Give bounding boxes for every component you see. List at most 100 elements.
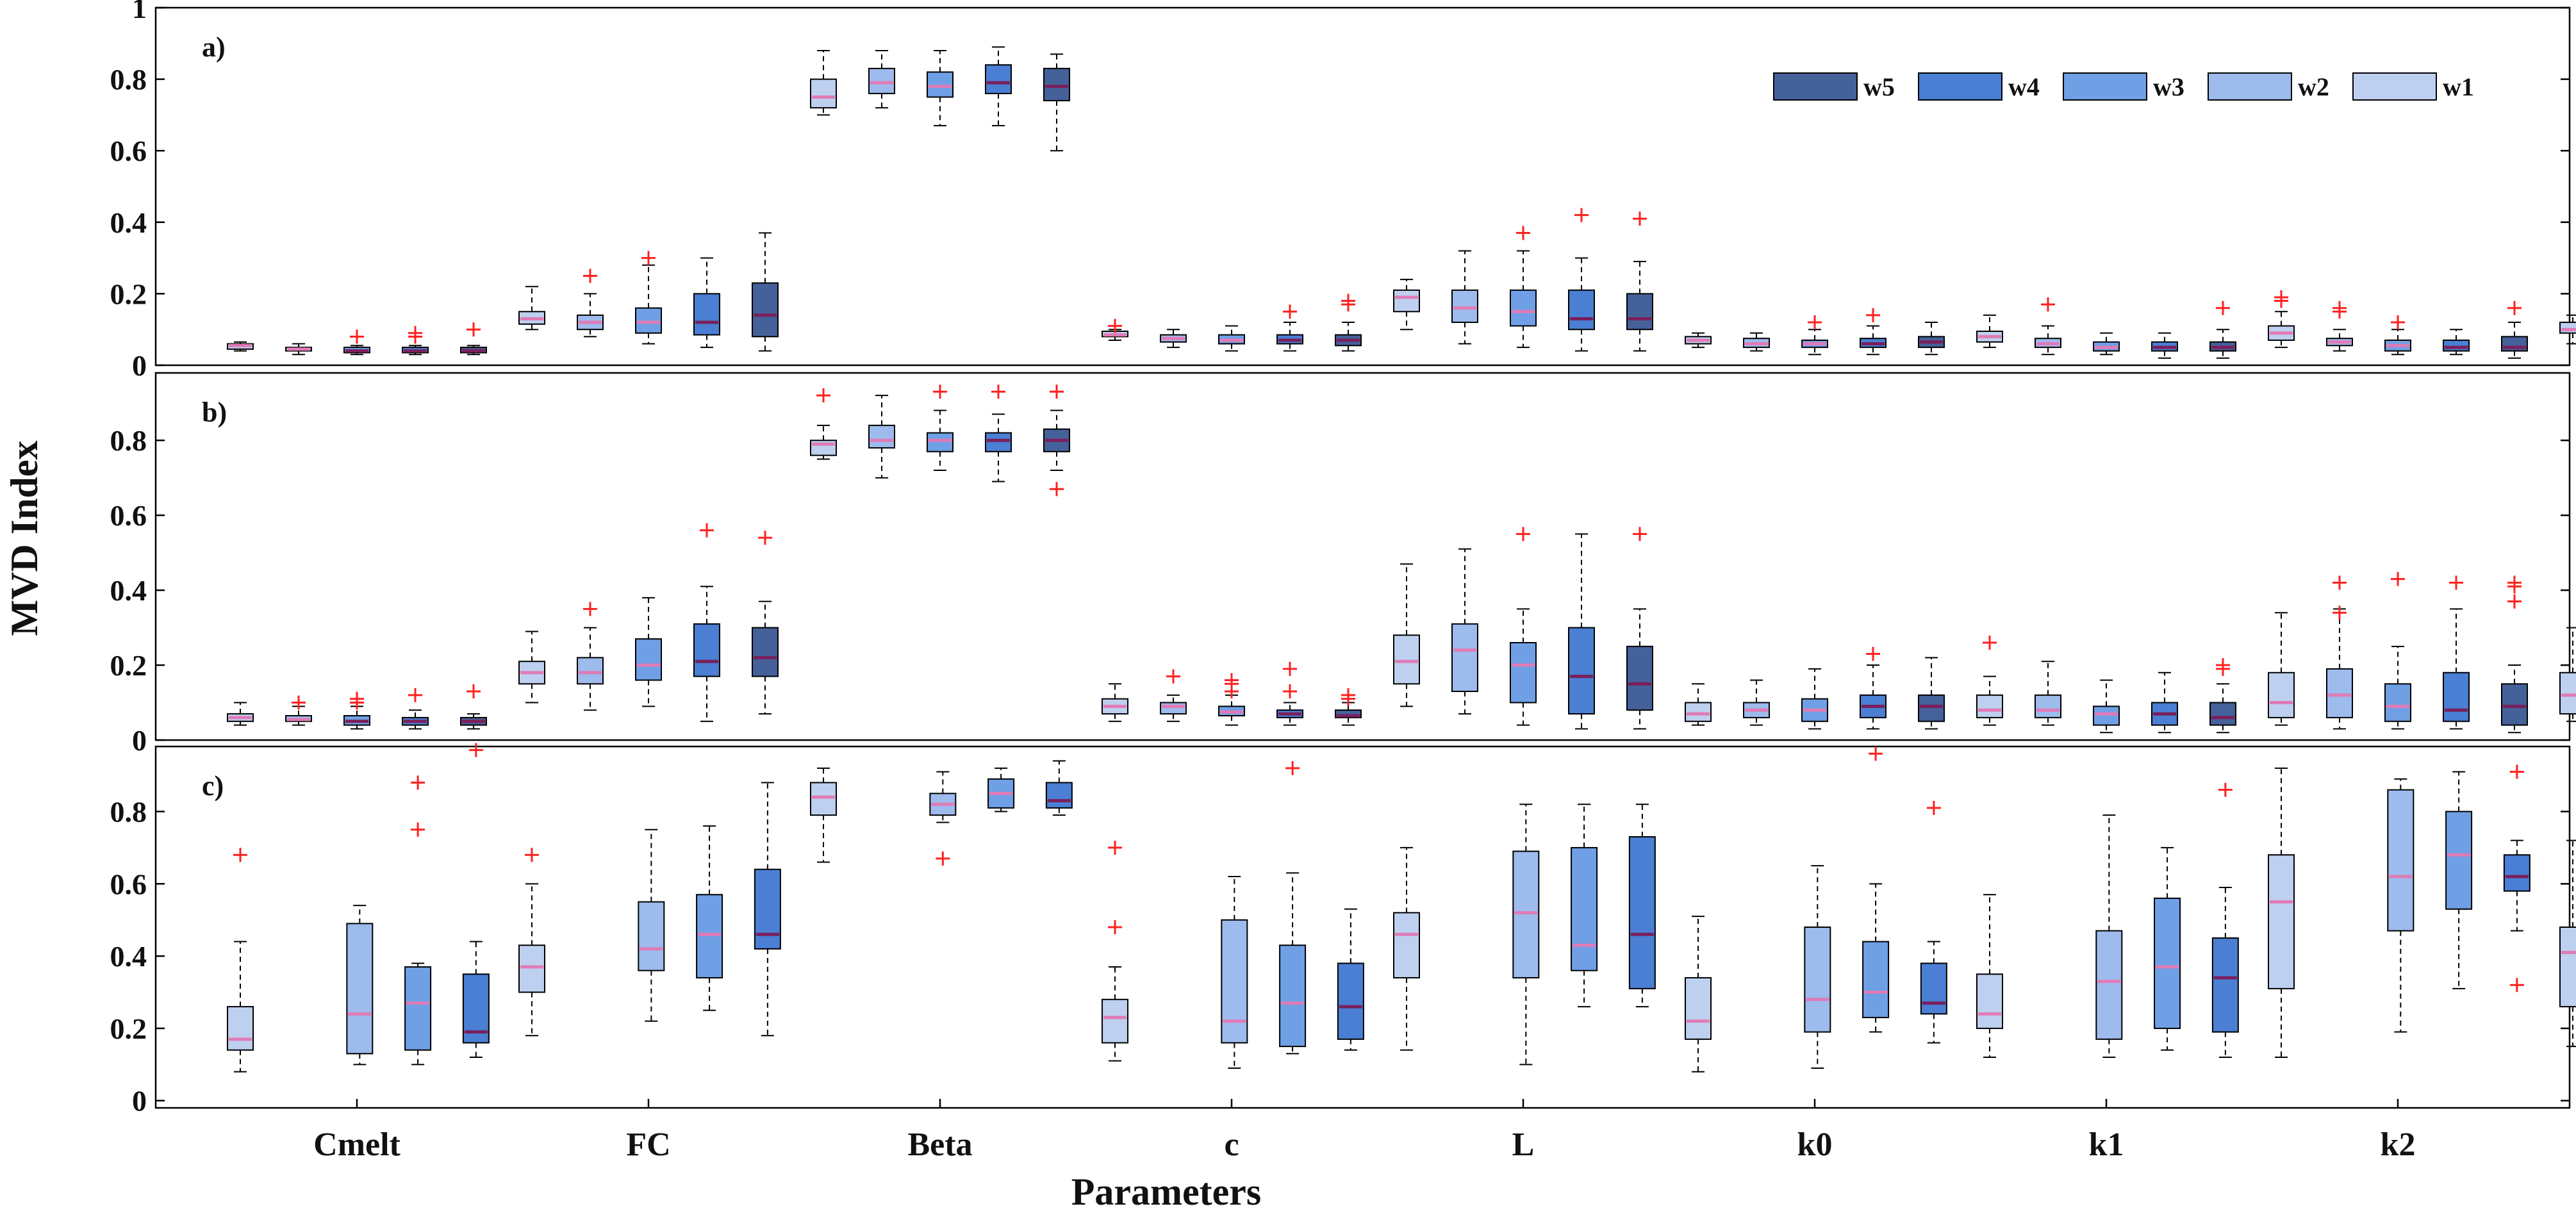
box-iqr: [346, 923, 374, 1055]
box-iqr: [810, 782, 837, 816]
box-iqr: [1160, 702, 1187, 715]
legend-swatch: [2208, 72, 2292, 101]
legend-item-w1: w1: [2352, 72, 2474, 101]
panel-label: a): [202, 31, 226, 63]
outlier-marker: [292, 695, 306, 710]
box-w3-Cmelt: [343, 329, 370, 356]
box-w2-k0: [1743, 332, 1770, 352]
outlier-marker: [2507, 594, 2522, 609]
legend-item-w5: w5: [1773, 72, 1895, 101]
x-tick-label-c: c: [1224, 1126, 1239, 1163]
x-tick-label-FC: FC: [626, 1126, 670, 1163]
box-iqr: [2559, 927, 2576, 1008]
box-iqr: [868, 424, 895, 449]
y-tick-label: 0.8: [110, 424, 147, 457]
box-w1-k1: [1976, 635, 2003, 726]
outlier-marker: [1341, 293, 1355, 308]
box-iqr: [1393, 912, 1420, 978]
y-tick-label: 0.2: [110, 649, 147, 682]
box-w2-k0: [1804, 865, 1831, 1069]
box-iqr: [868, 67, 895, 94]
box-w1-L: [1393, 563, 1420, 707]
outlier-marker: [1926, 800, 1941, 815]
box-w2-FC: [577, 268, 604, 338]
x-axis-label: Parameters: [1071, 1171, 1261, 1213]
box-w3-L: [1510, 226, 1537, 349]
box-iqr: [1451, 289, 1478, 324]
box-iqr: [1626, 293, 1653, 331]
legend-label: w4: [2008, 72, 2040, 101]
box-iqr: [1102, 998, 1128, 1044]
outlier-marker: [1866, 308, 1880, 322]
box-iqr: [2559, 672, 2576, 715]
box-w5-FC: [752, 531, 779, 715]
box-iqr: [927, 432, 954, 452]
outlier-marker: [1633, 527, 1647, 541]
box-iqr: [1918, 694, 1945, 722]
box-w2-k1: [2035, 661, 2061, 726]
box-iqr: [2035, 694, 2061, 718]
box-w4-c: [1337, 908, 1364, 1051]
y-tick-label: 0.2: [110, 277, 147, 310]
box-w1-L: [1393, 279, 1420, 331]
box-w3-L: [1510, 527, 1537, 726]
box-w1-k0: [1685, 683, 1712, 726]
box-w1-Beta: [810, 388, 837, 460]
outlier-marker: [1633, 211, 1647, 226]
y-tick-label: 0.6: [110, 499, 147, 532]
outlier-marker: [350, 695, 364, 710]
outlier-marker: [641, 251, 656, 265]
outlier-marker: [2391, 315, 2405, 330]
box-w4-FC: [754, 782, 781, 1037]
box-iqr: [696, 894, 723, 978]
box-iqr: [2503, 854, 2531, 892]
box-w1-Beta: [810, 767, 837, 863]
outlier-marker: [1166, 669, 1180, 684]
outlier-marker: [1108, 920, 1122, 934]
legend-label: w2: [2298, 72, 2329, 101]
panel-frame: [154, 6, 2571, 367]
legend-swatch: [1918, 72, 2002, 101]
outlier-marker: [2274, 290, 2288, 304]
box-w1-c: [1102, 318, 1128, 341]
box-w2-Cmelt: [285, 695, 312, 726]
box-iqr: [2384, 683, 2411, 722]
outlier-marker: [408, 688, 422, 702]
box-w4-Beta: [985, 46, 1012, 127]
outlier-marker: [468, 743, 483, 757]
y-tick-label: 0.4: [110, 206, 147, 239]
box-w1-k2: [2268, 290, 2295, 349]
box-w4-Beta: [985, 384, 1012, 482]
box-w5-k0: [1918, 657, 1945, 730]
outlier-marker: [1283, 304, 1297, 319]
box-iqr: [1512, 850, 1540, 978]
box-w3-c: [1218, 673, 1245, 726]
box-w2-k0: [1743, 679, 1770, 726]
box-iqr: [635, 638, 662, 681]
box-iqr: [2501, 683, 2528, 726]
outlier-marker: [936, 851, 950, 866]
box-iqr: [754, 868, 781, 950]
outlier-marker: [2332, 301, 2347, 315]
box-w3-c: [1218, 325, 1245, 352]
box-w1-Beta: [810, 49, 837, 116]
box-w3-FC: [696, 825, 723, 1011]
legend-item-w3: w3: [2063, 72, 2184, 101]
outlier-marker: [1283, 661, 1297, 676]
box-iqr: [1862, 941, 1890, 1019]
box-iqr: [1451, 623, 1478, 692]
box-iqr: [2445, 811, 2473, 910]
outlier-marker: [2041, 297, 2055, 312]
y-tick-label: 1: [132, 0, 147, 24]
x-tick-label-k2: k2: [2381, 1126, 2416, 1163]
box-w4-k1: [2151, 332, 2178, 359]
box-iqr: [810, 78, 837, 109]
box-iqr: [1510, 641, 1537, 704]
box-iqr: [2559, 322, 2576, 334]
box-iqr: [1571, 846, 1598, 971]
box-iqr: [1626, 645, 1653, 711]
box-w4-k0: [1860, 647, 1887, 730]
legend-label: w3: [2153, 72, 2184, 101]
box-w3-k2: [2384, 315, 2411, 356]
box-iqr: [752, 282, 779, 338]
